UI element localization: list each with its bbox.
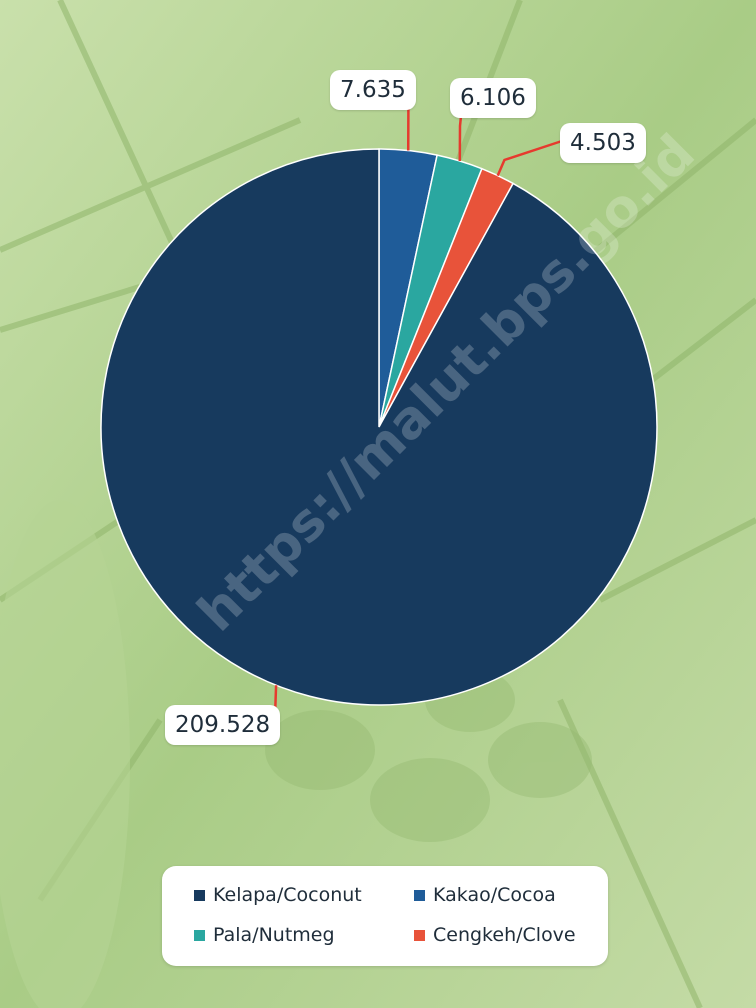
legend-label-nutmeg: Pala/Nutmeg: [213, 924, 335, 946]
data-label-clove: 4.503: [560, 123, 646, 163]
data-label-cocoa: 7.635: [330, 70, 416, 110]
legend-item-nutmeg: Pala/Nutmeg: [194, 924, 335, 946]
pie-slices: [100, 148, 658, 706]
legend-label-clove: Cengkeh/Clove: [433, 924, 576, 946]
legend: Kelapa/Coconut Kakao/Cocoa Pala/Nutmeg C…: [162, 866, 608, 966]
legend-swatch-coconut: [194, 889, 205, 901]
legend-item-cocoa: Kakao/Cocoa: [414, 884, 556, 906]
data-label-coconut: 209.528: [165, 705, 281, 745]
legend-swatch-clove: [414, 929, 425, 941]
legend-label-cocoa: Kakao/Cocoa: [433, 884, 556, 906]
leader-line-clove: [496, 138, 566, 177]
pie-slice-coconut: [100, 148, 658, 706]
data-label-nutmeg: 6.106: [450, 78, 536, 118]
legend-label-coconut: Kelapa/Coconut: [213, 884, 362, 906]
legend-swatch-cocoa: [414, 889, 425, 901]
legend-item-clove: Cengkeh/Clove: [414, 924, 576, 946]
legend-swatch-nutmeg: [194, 929, 205, 941]
legend-item-coconut: Kelapa/Coconut: [194, 884, 362, 906]
